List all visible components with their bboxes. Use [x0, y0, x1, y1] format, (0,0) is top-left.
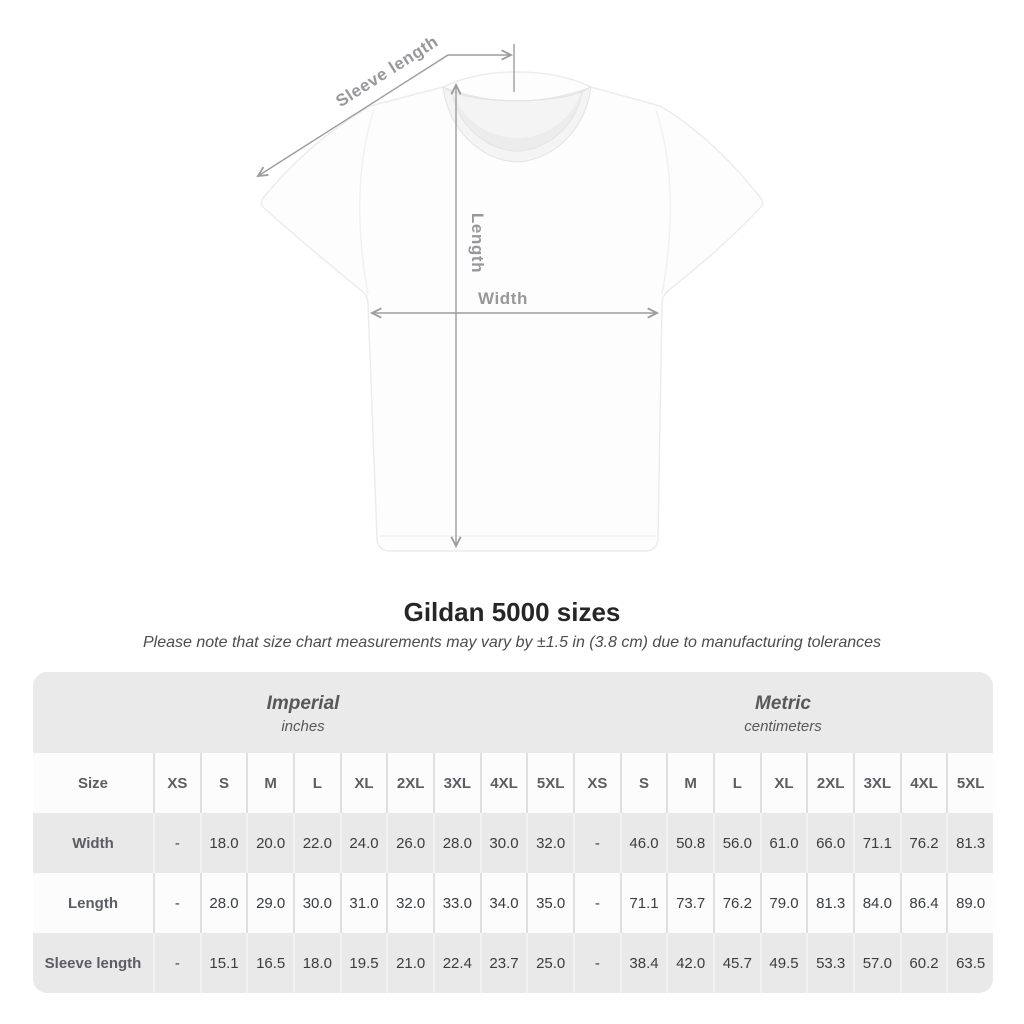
col-header-imperial-l: L	[293, 753, 340, 813]
tshirt-diagram: Sleeve length Length Width	[256, 32, 764, 552]
table-cell: 29.0	[246, 873, 293, 933]
table-cell: 24.0	[339, 813, 387, 873]
table-cell: -	[573, 933, 620, 993]
right-armhole-seam	[655, 109, 671, 295]
table-cell: 81.3	[946, 813, 993, 873]
imperial-label: Imperial	[266, 692, 340, 714]
col-header-metric-xs: XS	[573, 753, 620, 813]
table-cell: 79.0	[759, 873, 807, 933]
width-label: Width	[478, 289, 528, 308]
table-cell: 20.0	[246, 813, 293, 873]
table-cell: 32.0	[526, 813, 573, 873]
col-header-imperial-xs: XS	[153, 753, 200, 813]
table-cell: 21.0	[386, 933, 433, 993]
tolerance-note: Please note that size chart measurements…	[142, 634, 882, 651]
col-header-metric-s: S	[619, 753, 667, 813]
col-header-metric-3xl: 3XL	[853, 753, 900, 813]
table-cell: 26.0	[386, 813, 433, 873]
metric-group-header: Metric centimeters	[573, 672, 993, 753]
tshirt-illustration	[260, 71, 764, 552]
col-header-metric-l: L	[713, 753, 760, 813]
table-cell: -	[153, 933, 200, 993]
table-cell: 31.0	[339, 873, 387, 933]
col-header-metric-4xl: 4XL	[899, 753, 947, 813]
table-cell: 30.0	[479, 813, 527, 873]
table-cell: 56.0	[713, 813, 760, 873]
col-header-metric-2xl: 2XL	[806, 753, 853, 813]
table-cell: 50.8	[666, 813, 713, 873]
table-cell: 38.4	[619, 933, 667, 993]
table-cell: 63.5	[946, 933, 993, 993]
measurement-lines	[256, 44, 660, 549]
table-cell: 71.1	[619, 873, 667, 933]
col-header-imperial-2xl: 2XL	[386, 753, 433, 813]
col-header-imperial-4xl: 4XL	[479, 753, 527, 813]
metric-label: Metric	[755, 692, 811, 714]
table-cell: 71.1	[853, 813, 900, 873]
row-label-sleeve-length: Sleeve length	[33, 933, 153, 993]
table-cell: -	[153, 813, 200, 873]
table-cell: 25.0	[526, 933, 573, 993]
table-cell: 42.0	[666, 933, 713, 993]
table-cell: 16.5	[246, 933, 293, 993]
table-cell: 22.4	[433, 933, 480, 993]
table-cell: 60.2	[899, 933, 947, 993]
col-header-imperial-xl: XL	[339, 753, 387, 813]
table-cell: 49.5	[759, 933, 807, 993]
imperial-group-header: Imperial inches	[33, 672, 573, 753]
table-cell: -	[153, 873, 200, 933]
table-cell: 46.0	[619, 813, 667, 873]
table-cell: 86.4	[899, 873, 947, 933]
col-header-imperial-3xl: 3XL	[433, 753, 480, 813]
table-cell: 28.0	[433, 813, 480, 873]
table-cell: 15.1	[199, 933, 247, 993]
col-header-imperial-5xl: 5XL	[526, 753, 573, 813]
table-cell: 81.3	[806, 873, 853, 933]
table-cell: 18.0	[199, 813, 247, 873]
table-cell: 30.0	[293, 873, 340, 933]
table-cell: 18.0	[293, 933, 340, 993]
table-cell: 32.0	[386, 873, 433, 933]
table-cell: 84.0	[853, 873, 900, 933]
table-cell: 35.0	[526, 873, 573, 933]
col-header-imperial-m: M	[246, 753, 293, 813]
sleeve-length-arrow	[256, 49, 514, 178]
table-cell: 76.2	[713, 873, 760, 933]
table-cell: -	[573, 813, 620, 873]
size-table: Imperial inches Metric centimeters Size X…	[33, 672, 993, 993]
page-title: Gildan 5000 sizes	[403, 597, 621, 627]
table-cell: 73.7	[666, 873, 713, 933]
col-header-imperial-s: S	[199, 753, 247, 813]
imperial-sublabel: inches	[281, 717, 325, 735]
table-cell: 28.0	[199, 873, 247, 933]
table-cell: 61.0	[759, 813, 807, 873]
metric-sublabel: centimeters	[744, 717, 822, 735]
col-header-metric-m: M	[666, 753, 713, 813]
length-label: Length	[468, 213, 487, 273]
table-cell: 33.0	[433, 873, 480, 933]
table-cell: 22.0	[293, 813, 340, 873]
table-cell: 45.7	[713, 933, 760, 993]
table-cell: 66.0	[806, 813, 853, 873]
table-cell: 76.2	[899, 813, 947, 873]
row-label-width: Width	[33, 813, 153, 873]
table-cell: 57.0	[853, 933, 900, 993]
size-column-header: Size	[33, 753, 153, 813]
table-cell: 89.0	[946, 873, 993, 933]
row-label-length: Length	[33, 873, 153, 933]
col-header-metric-xl: XL	[759, 753, 807, 813]
table-cell: 34.0	[479, 873, 527, 933]
col-header-metric-5xl: 5XL	[946, 753, 993, 813]
table-cell: -	[573, 873, 620, 933]
table-cell: 53.3	[806, 933, 853, 993]
table-cell: 23.7	[479, 933, 527, 993]
table-cell: 19.5	[339, 933, 387, 993]
